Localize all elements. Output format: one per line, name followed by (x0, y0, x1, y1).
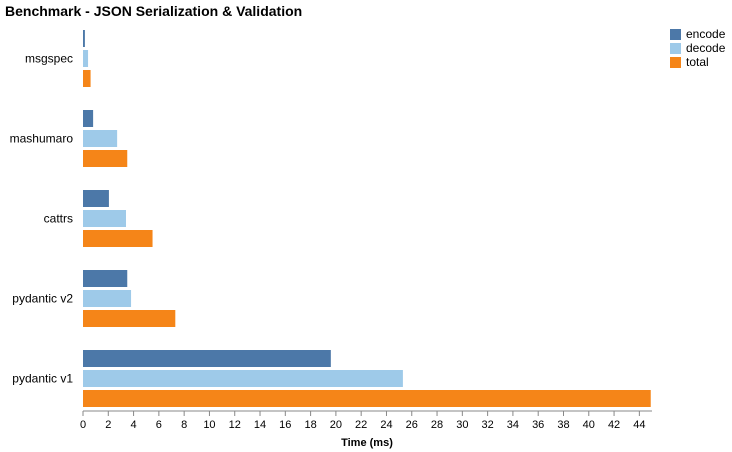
category-label: cattrs (44, 212, 73, 226)
bar-decode-msgspec (83, 50, 89, 67)
x-tick-label: 0 (80, 419, 86, 431)
x-tick-label: 8 (181, 419, 187, 431)
category-labels: msgspec mashumaro cattrs pydantic v2 pydanti… (10, 52, 74, 386)
x-tick-label: 24 (380, 419, 392, 431)
x-tick-label: 10 (203, 419, 215, 431)
x-tick-label: 4 (131, 419, 137, 431)
bar-encode-mashumaro (83, 110, 94, 127)
x-tick-label: 34 (507, 419, 519, 431)
category-label: pydantic v1 (12, 372, 73, 386)
legend-label-decode: decode (686, 41, 726, 55)
x-tick-label: 36 (532, 419, 544, 431)
x-tick-label: 40 (583, 419, 595, 431)
bar-total-msgspec (83, 70, 91, 87)
legend-label-encode: encode (686, 27, 726, 41)
bar-total-pydantic-v2 (83, 310, 176, 327)
x-tick-label: 12 (229, 419, 241, 431)
x-tick-label: 32 (481, 419, 493, 431)
legend-swatch-encode (670, 29, 681, 40)
x-tick-label: 2 (105, 419, 111, 431)
x-tick-label: 26 (406, 419, 418, 431)
bar-total-cattrs (83, 230, 153, 247)
category-label: msgspec (25, 52, 73, 66)
x-axis-title: Time (ms) (341, 437, 393, 449)
x-tick-label: 38 (557, 419, 569, 431)
legend-label-total: total (686, 55, 709, 69)
chart-title: Benchmark - JSON Serialization & Validat… (5, 3, 302, 19)
legend-swatch-decode (670, 43, 681, 54)
bar-total-pydantic-v1 (83, 390, 651, 407)
bar-total-mashumaro (83, 150, 128, 167)
bars-group (83, 30, 651, 407)
category-label: pydantic v2 (12, 292, 73, 306)
legend-swatch-total (670, 57, 681, 68)
bar-encode-pydantic-v2 (83, 270, 128, 287)
bar-encode-pydantic-v1 (83, 350, 331, 367)
bar-decode-cattrs (83, 210, 126, 227)
x-tick-label: 20 (330, 419, 342, 431)
x-axis: 0 2 4 6 8 10 12 14 16 18 20 22 24 26 28 30 32 34 36 38 40 42 4… (80, 410, 652, 431)
x-tick-label: 28 (431, 419, 443, 431)
x-tick-label: 14 (254, 419, 266, 431)
x-tick-label: 44 (633, 419, 645, 431)
category-label: mashumaro (10, 132, 74, 146)
x-tick-label: 22 (355, 419, 367, 431)
bar-decode-mashumaro (83, 130, 118, 147)
x-tick-label: 30 (456, 419, 468, 431)
bar-decode-pydantic-v2 (83, 290, 132, 307)
x-tick-label: 16 (279, 419, 291, 431)
bar-encode-msgspec (83, 30, 85, 47)
bar-encode-cattrs (83, 190, 109, 207)
x-tick-label: 18 (304, 419, 316, 431)
bar-decode-pydantic-v1 (83, 370, 403, 387)
x-tick-label: 6 (156, 419, 162, 431)
x-tick-label: 42 (608, 419, 620, 431)
